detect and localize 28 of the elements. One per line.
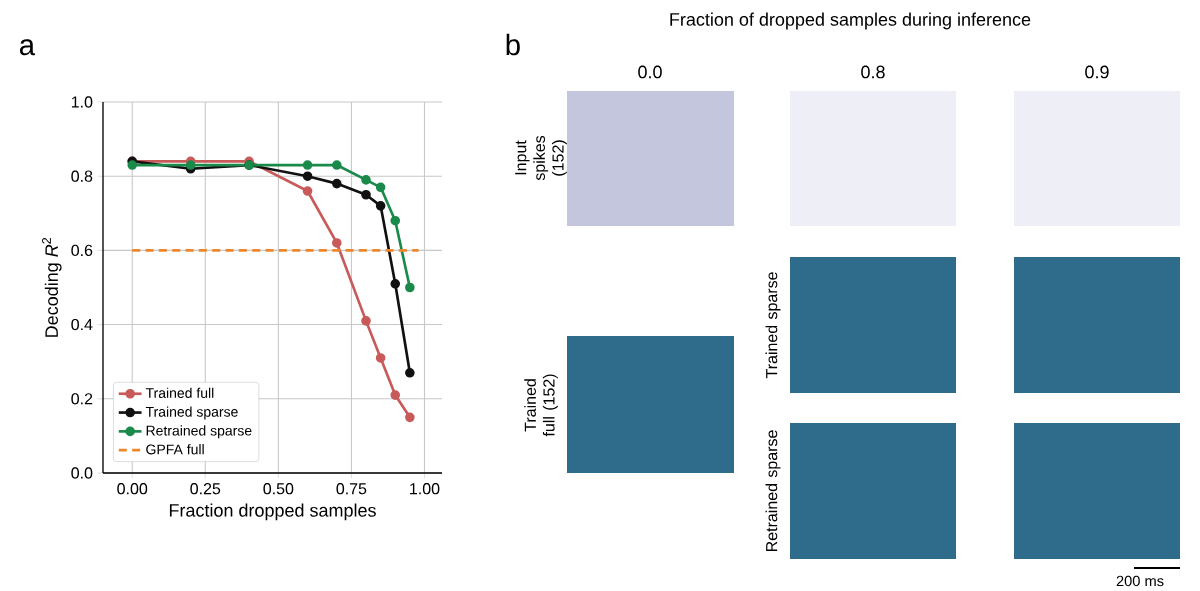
text: 0.0 <box>638 65 662 79</box>
x-tick-label: 0.00 <box>117 483 148 495</box>
text: 200 ms <box>1116 575 1164 587</box>
y-tick-label: 0.4 <box>71 318 93 331</box>
y-axis-title: Decoding R$^{2}$ <box>42 237 62 337</box>
x-tick-label: 0.75 <box>336 483 367 495</box>
legend-label: Trained full <box>145 387 214 398</box>
y-tick-label: 0.6 <box>71 244 93 257</box>
text: b <box>506 33 520 56</box>
y-tick-label: 1.0 <box>71 96 93 108</box>
text: Fraction of dropped samples during inference <box>670 12 1031 30</box>
text: 0.8 <box>861 65 885 79</box>
text: Retrained sparse <box>765 430 781 552</box>
legend-label: Trained sparse <box>145 406 238 420</box>
text: a <box>19 39 36 56</box>
x-tick-label: 0.25 <box>190 483 221 495</box>
legend-label: GPFA full <box>146 444 204 455</box>
y-tick-label: 0.0 <box>71 467 93 479</box>
text: 0.9 <box>1085 65 1109 79</box>
legend-label: Retrained sparse <box>146 425 252 439</box>
x-tick-label: 0.50 <box>263 483 294 495</box>
x-axis-title: Fraction dropped samples <box>169 503 376 521</box>
text: Trained full (152) <box>524 374 558 437</box>
text: Trained sparse <box>765 272 781 379</box>
text: Input spikes (152) <box>515 135 567 181</box>
y-tick-label: 0.2 <box>71 393 93 405</box>
x-tick-label: 1.00 <box>410 483 440 495</box>
y-tick-label: 0.8 <box>71 170 93 182</box>
